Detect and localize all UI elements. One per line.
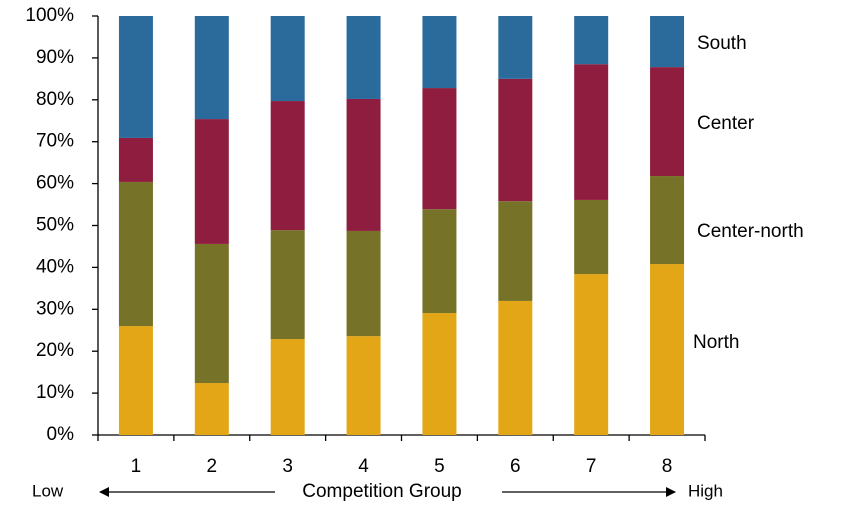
bar-segment xyxy=(194,119,229,244)
legend-label: South xyxy=(697,33,747,54)
bar-segment xyxy=(422,88,457,210)
bar-segment xyxy=(574,16,609,65)
x-tick-label: 6 xyxy=(510,456,521,477)
bar-segment xyxy=(422,313,457,435)
bar-segment xyxy=(422,209,457,314)
bar-segment xyxy=(270,230,305,340)
low-label: Low xyxy=(32,481,64,500)
bar-segment xyxy=(498,201,533,301)
y-tick-label: 90% xyxy=(36,47,74,68)
bar-segment xyxy=(270,101,305,231)
y-tick-label: 0% xyxy=(47,424,75,445)
bar-segment xyxy=(118,326,153,435)
bar-segment xyxy=(498,300,533,435)
legend-label: North xyxy=(693,332,739,353)
y-tick-label: 70% xyxy=(36,131,74,152)
bar-segment xyxy=(498,16,533,79)
bar-segment xyxy=(194,383,229,435)
bar-segment xyxy=(346,336,381,435)
y-tick-label: 50% xyxy=(36,215,74,236)
bar-segment xyxy=(270,16,305,102)
y-tick-label: 40% xyxy=(36,256,74,277)
legend-label: Center xyxy=(697,113,755,134)
bar-segment xyxy=(574,199,609,275)
bar-segment xyxy=(650,264,685,435)
bar-segment xyxy=(194,16,229,120)
bar-segment xyxy=(650,16,685,68)
x-tick-label: 2 xyxy=(207,456,218,477)
x-axis-title: Competition Group xyxy=(302,481,461,502)
x-tick-label: 5 xyxy=(434,456,445,477)
bar-segment xyxy=(346,230,381,337)
y-tick-label: 100% xyxy=(25,5,74,26)
x-tick-label: 7 xyxy=(586,456,597,477)
bar-segment xyxy=(422,16,457,89)
bar-segment xyxy=(118,181,153,327)
y-tick-label: 80% xyxy=(36,89,74,110)
bar-segment xyxy=(346,98,381,231)
y-tick-label: 20% xyxy=(36,340,74,361)
x-tick-label: 3 xyxy=(282,456,293,477)
bar-segment xyxy=(574,274,609,435)
x-tick-label: 1 xyxy=(131,456,142,477)
bar-segment xyxy=(650,176,685,265)
bar-segment xyxy=(650,67,685,177)
y-tick-label: 60% xyxy=(36,173,74,194)
bar-segment xyxy=(118,16,153,138)
high-label: High xyxy=(688,481,723,500)
bar-segment xyxy=(574,64,609,200)
x-tick-label: 4 xyxy=(358,456,369,477)
bar-segment xyxy=(498,78,533,202)
y-tick-label: 10% xyxy=(36,382,74,403)
bar-segment xyxy=(118,137,153,182)
x-tick-label: 8 xyxy=(662,456,673,477)
bar-segment xyxy=(270,339,305,435)
bar-segment xyxy=(194,243,229,384)
bar-segment xyxy=(346,16,381,99)
y-tick-label: 30% xyxy=(36,298,74,319)
legend-label: Center-north xyxy=(697,221,804,242)
